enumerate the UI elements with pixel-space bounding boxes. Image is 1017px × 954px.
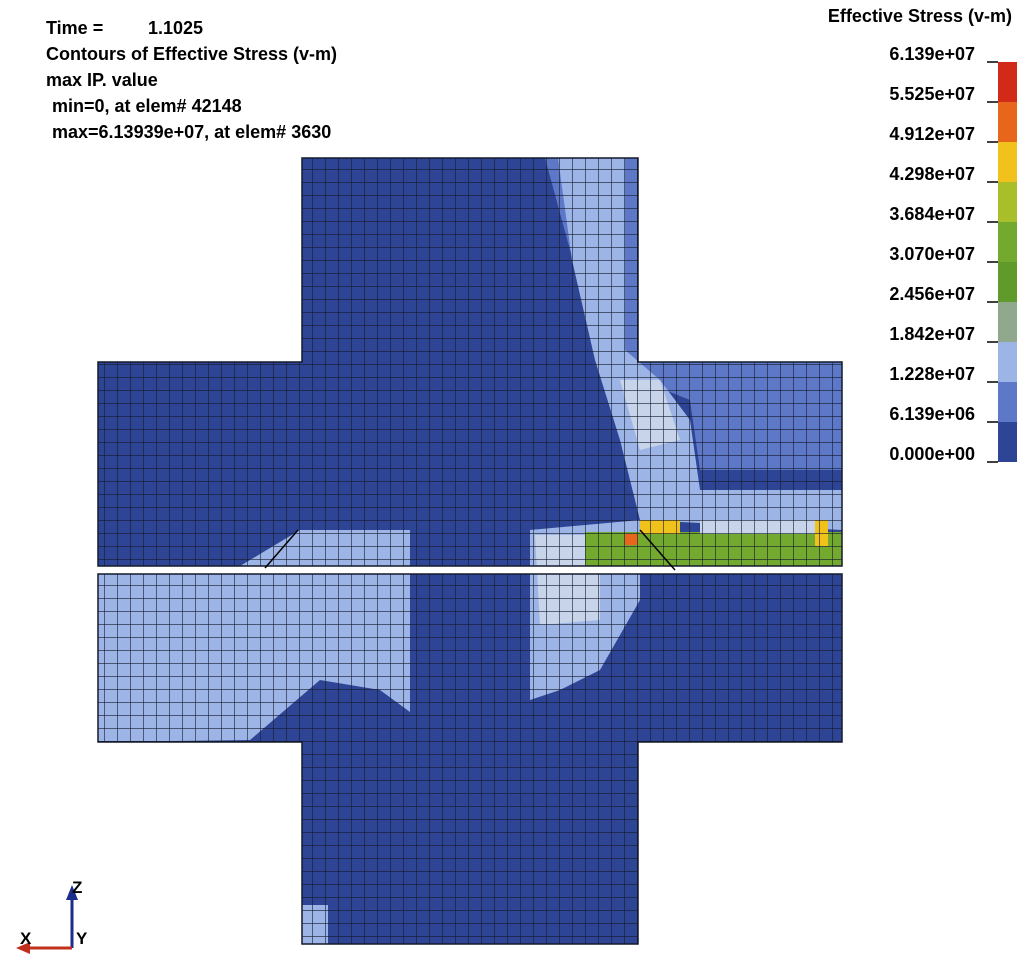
legend-band — [998, 262, 1017, 302]
legend: 6.139e+07 5.525e+07 4.912e+07 4.298e+07 3.68… — [889, 44, 1017, 464]
mesh — [98, 158, 842, 944]
legend-label: 3.684e+07 — [889, 204, 975, 224]
legend-label: 4.912e+07 — [889, 124, 975, 144]
legend-title: Effective Stress (v-m) — [828, 6, 1012, 26]
legend-band — [998, 142, 1017, 182]
plot-title: Contours of Effective Stress (v-m) — [46, 44, 337, 64]
min-info: min=0, at elem# 42148 — [52, 96, 242, 116]
axis-triad: Z X Y — [16, 878, 88, 954]
time-label: Time = — [46, 18, 103, 38]
plot-subtitle: max IP. value — [46, 70, 158, 90]
legend-band — [998, 302, 1017, 342]
legend-band — [998, 182, 1017, 222]
legend-label: 1.228e+07 — [889, 364, 975, 384]
triad-y: Y — [76, 929, 88, 948]
legend-label: 6.139e+07 — [889, 44, 975, 64]
legend-label: 4.298e+07 — [889, 164, 975, 184]
legend-band — [998, 222, 1017, 262]
triad-z: Z — [72, 878, 82, 897]
legend-band — [998, 382, 1017, 422]
legend-label: 6.139e+06 — [889, 404, 975, 424]
legend-label: 2.456e+07 — [889, 284, 975, 304]
legend-band — [998, 102, 1017, 142]
legend-label: 0.000e+00 — [889, 444, 975, 464]
max-info: max=6.13939e+07, at elem# 3630 — [52, 122, 331, 142]
legend-band — [998, 62, 1017, 102]
legend-band — [998, 422, 1017, 462]
legend-label: 3.070e+07 — [889, 244, 975, 264]
legend-label: 1.842e+07 — [889, 324, 975, 344]
legend-label: 5.525e+07 — [889, 84, 975, 104]
triad-x: X — [20, 929, 32, 948]
legend-band — [998, 342, 1017, 382]
time-value: 1.1025 — [148, 18, 203, 38]
